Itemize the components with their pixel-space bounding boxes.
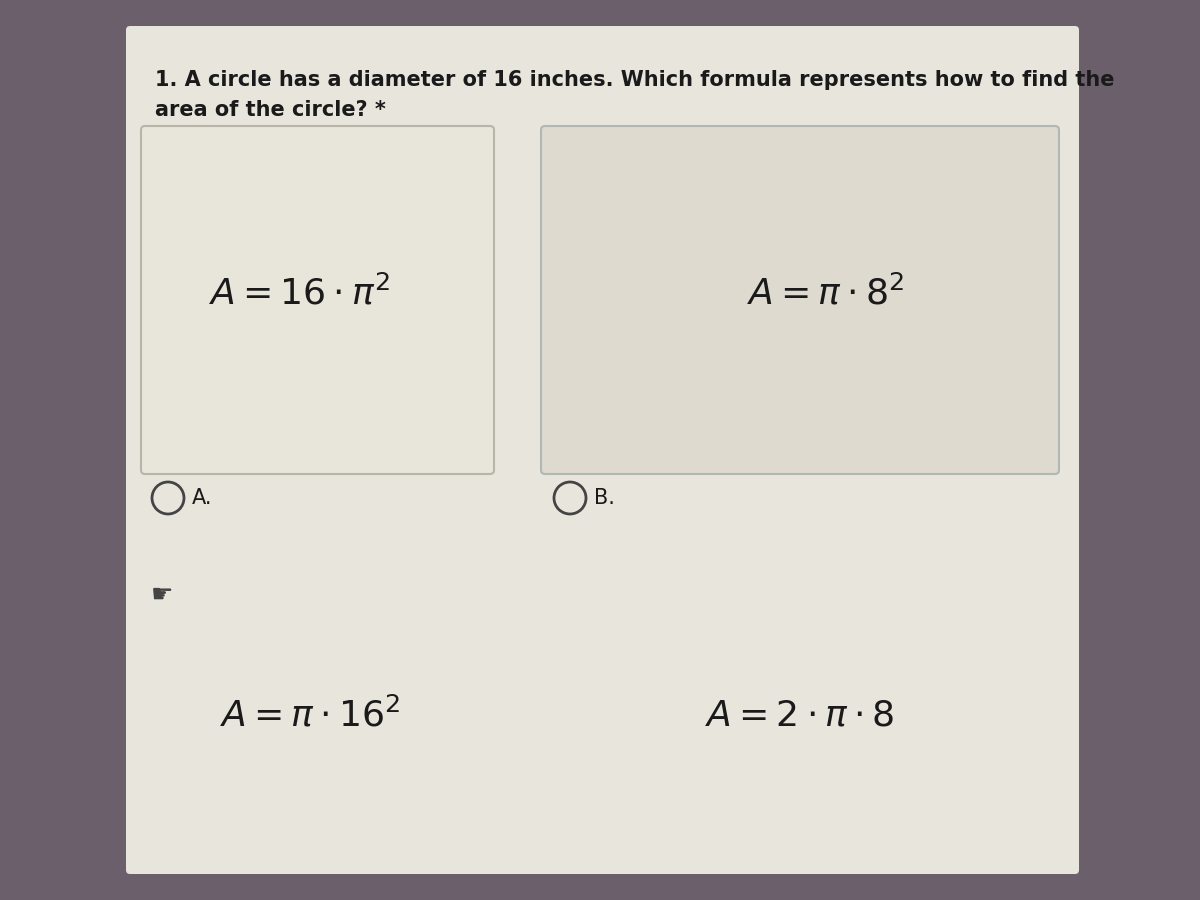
Text: 1. A circle has a diameter of 16 inches. Which formula represents how to find th: 1. A circle has a diameter of 16 inches.… [155,70,1115,90]
Text: $A = 16 \cdot \pi^2$: $A = 16 \cdot \pi^2$ [210,275,391,311]
Text: area of the circle? *: area of the circle? * [155,100,386,120]
Text: $A = \pi \cdot 16^2$: $A = \pi \cdot 16^2$ [220,697,400,734]
Text: $A = 2 \cdot \pi \cdot 8$: $A = 2 \cdot \pi \cdot 8$ [706,698,895,732]
Text: $A = \pi \cdot 8^2$: $A = \pi \cdot 8^2$ [746,275,904,311]
Text: ☛: ☛ [151,583,173,607]
Text: B.: B. [594,488,614,508]
FancyBboxPatch shape [126,26,1079,874]
Text: A.: A. [192,488,212,508]
FancyBboxPatch shape [142,126,494,474]
FancyBboxPatch shape [541,126,1060,474]
